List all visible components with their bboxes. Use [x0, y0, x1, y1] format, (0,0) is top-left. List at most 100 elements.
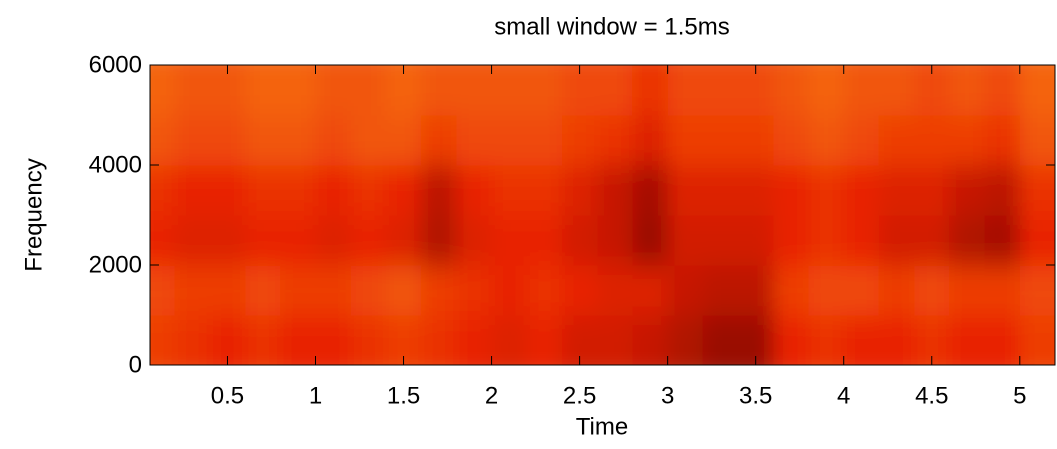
plot-frame	[149, 64, 1056, 366]
heatmap-cell	[174, 315, 211, 365]
heatmap-cell	[280, 65, 317, 116]
heatmap-cell	[808, 215, 845, 266]
heatmap-cell	[914, 115, 950, 166]
heatmap-cell	[773, 115, 810, 166]
heatmap-cell	[385, 115, 422, 166]
x-tick-label: 5	[1013, 382, 1026, 409]
heatmap-cell	[245, 165, 281, 216]
heatmap-cell	[738, 215, 774, 266]
heatmap-cell	[315, 65, 352, 116]
y-tick-label: 0	[129, 351, 142, 378]
heatmap-cell	[421, 115, 457, 166]
heatmap-cell	[150, 315, 176, 365]
heatmap-cell	[702, 315, 739, 365]
heatmap-cell	[808, 315, 845, 365]
heatmap-cell	[878, 265, 915, 316]
heatmap-cell	[949, 215, 986, 266]
heatmap-cell	[667, 65, 704, 116]
heatmap-cell	[526, 315, 563, 365]
heatmap-cell	[878, 215, 915, 266]
heatmap-cell	[350, 165, 387, 216]
heatmap-cell	[174, 115, 211, 166]
heatmap-cell	[209, 215, 246, 266]
heatmap-cell	[315, 215, 352, 266]
heatmap-cell	[914, 315, 950, 365]
heatmap-cell	[667, 165, 704, 216]
heatmap-cell	[350, 315, 387, 365]
heatmap-cell	[315, 115, 352, 166]
heatmap-cell	[526, 165, 563, 216]
heatmap-cell	[280, 165, 317, 216]
x-tick-label: 2.5	[563, 382, 596, 409]
heatmap-cell	[702, 165, 739, 216]
heatmap-cell	[773, 265, 810, 316]
heatmap-cell	[597, 215, 634, 266]
heatmap-cell	[385, 215, 422, 266]
heatmap-cell	[632, 215, 669, 266]
heatmap-cell	[1019, 165, 1055, 216]
heatmap-cell	[808, 65, 845, 116]
y-tick-label: 2000	[89, 251, 142, 278]
heatmap-cell	[174, 165, 211, 216]
heatmap-cell	[150, 165, 176, 216]
heatmap-cell	[491, 65, 528, 116]
heatmap-cell	[491, 115, 528, 166]
heatmap-cell	[562, 265, 598, 316]
heatmap-cell	[421, 315, 457, 365]
heatmap-cell	[456, 265, 493, 316]
heatmap-cell	[245, 265, 281, 316]
x-tick-label: 1	[309, 382, 322, 409]
heatmap-cell	[456, 65, 493, 116]
heatmap-cell	[280, 315, 317, 365]
heatmap-cell	[526, 115, 563, 166]
heatmap-cell	[385, 315, 422, 365]
heatmap-cell	[209, 115, 246, 166]
heatmap-cell	[315, 315, 352, 365]
heatmap-cell	[491, 215, 528, 266]
heatmap-cell	[773, 165, 810, 216]
heatmap-cell	[209, 65, 246, 116]
heatmap-cell	[1019, 315, 1055, 365]
heatmap-cell	[843, 215, 880, 266]
heatmap-cell	[702, 115, 739, 166]
heatmap-cell	[984, 115, 1021, 166]
heatmap-cell	[773, 65, 810, 116]
heatmap-cell	[878, 165, 915, 216]
heatmap-cell	[562, 115, 598, 166]
heatmap-cell	[209, 315, 246, 365]
heatmap-cell	[350, 65, 387, 116]
x-tick-label: 4.5	[915, 382, 948, 409]
heatmap-cell	[984, 215, 1021, 266]
heatmap-cell	[174, 65, 211, 116]
heatmap-cell	[491, 315, 528, 365]
heatmap-cell	[456, 215, 493, 266]
heatmap-cell	[562, 65, 598, 116]
x-axis-label: Time	[576, 413, 628, 440]
heatmap-cell	[949, 165, 986, 216]
heatmap-cell	[843, 165, 880, 216]
heatmap-cell	[738, 265, 774, 316]
heatmap-cell	[350, 265, 387, 316]
heatmap-cell	[562, 165, 598, 216]
heatmap-cell	[491, 165, 528, 216]
heatmap-cell	[280, 265, 317, 316]
heatmap-cell	[632, 315, 669, 365]
heatmap-cell	[667, 215, 704, 266]
heatmap-cell	[491, 265, 528, 316]
heatmap-cell	[1019, 215, 1055, 266]
y-tick-label: 6000	[89, 51, 142, 78]
heatmap-cell	[773, 315, 810, 365]
x-tick-label: 0.5	[211, 382, 244, 409]
heatmap-cell	[150, 265, 176, 316]
heatmap-cell	[984, 315, 1021, 365]
heatmap-cell	[421, 265, 457, 316]
heatmap-cell	[209, 165, 246, 216]
heatmap-cell	[315, 265, 352, 316]
heatmap-cell	[667, 315, 704, 365]
heatmap-cell	[350, 215, 387, 266]
heatmap-cell	[385, 265, 422, 316]
heatmap-cell	[632, 65, 669, 116]
heatmap-cell	[843, 115, 880, 166]
heatmap-cell	[597, 315, 634, 365]
